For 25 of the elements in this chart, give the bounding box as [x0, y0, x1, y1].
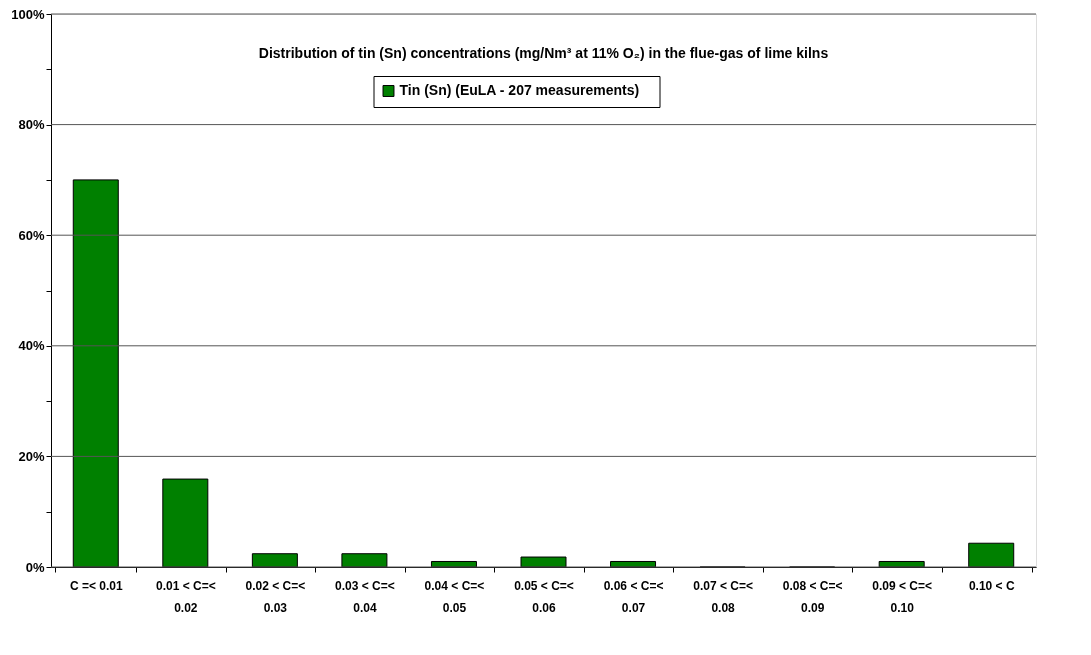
bar: [968, 542, 1015, 568]
x-tick-label: 0.07 < C=< 0.08: [693, 578, 753, 615]
y-tick-label: 0%: [25, 559, 45, 575]
y-tick-label: 20%: [18, 448, 45, 464]
y-tick-label: 80%: [18, 117, 45, 133]
x-tick-label: 0.08 < C=< 0.09: [782, 578, 843, 615]
bar: [520, 556, 567, 568]
x-tick-label: 0.02 < C=< 0.03: [245, 578, 306, 615]
x-tick-label: 0.03 < C=< 0.04: [335, 578, 395, 615]
x-tick-label: C =< 0.01: [69, 578, 123, 593]
y-tick-label: 100%: [11, 6, 45, 22]
x-tick-label: 0.05 < C=< 0.06: [514, 578, 574, 615]
bar: [251, 553, 298, 568]
y-tick-label: 40%: [18, 338, 45, 354]
x-tick-label: 0.10 < C: [968, 578, 1015, 593]
x-tick-label: 0.09 < C=< 0.10: [872, 578, 933, 615]
bar: [72, 179, 119, 568]
text: Distribution of tin (Sn) concentrations (mg/Nm³ at 11% O₂) in the flue-gas of lime kilns: [258, 45, 829, 61]
x-tick-label: 0.01 < C=< 0.02: [155, 578, 216, 615]
x-tick-label: 0.04 < C=< 0.05: [424, 578, 485, 615]
bar: [162, 478, 209, 568]
bar: [341, 553, 388, 568]
legend-label: Tin (Sn) (EuLA - 207 measurements): [399, 82, 640, 98]
x-tick-label: 0.06 < C=< 0.07: [603, 578, 664, 615]
y-tick-label: 60%: [18, 227, 45, 243]
